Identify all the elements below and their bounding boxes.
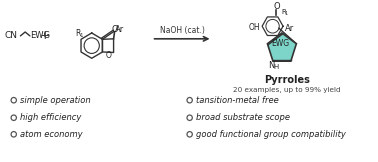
Text: 1: 1 (79, 33, 83, 38)
Text: OH: OH (249, 23, 260, 32)
Text: simple operation: simple operation (20, 96, 91, 105)
Text: NaOH (cat.): NaOH (cat.) (160, 26, 204, 35)
Text: broad substrate scope: broad substrate scope (196, 113, 290, 122)
Polygon shape (267, 33, 296, 61)
Text: EWG: EWG (30, 31, 50, 40)
Text: Pyrroles: Pyrroles (264, 75, 310, 85)
Text: EWG: EWG (271, 39, 289, 48)
Text: O: O (273, 2, 280, 11)
Text: R: R (76, 29, 81, 38)
Text: 1: 1 (285, 11, 288, 16)
Text: O: O (111, 25, 118, 34)
Text: N: N (268, 61, 274, 69)
Text: Ar: Ar (115, 25, 124, 34)
Text: CN: CN (4, 31, 17, 40)
Text: H: H (273, 64, 279, 70)
Text: Ar: Ar (285, 24, 294, 33)
Text: +: + (40, 29, 50, 42)
Text: O: O (106, 51, 112, 60)
Text: tansition-metal free: tansition-metal free (196, 96, 279, 105)
Text: high efficiency: high efficiency (20, 113, 82, 122)
Text: 20 examples, up to 99% yield: 20 examples, up to 99% yield (233, 87, 341, 93)
Text: atom economy: atom economy (20, 130, 83, 139)
Text: R: R (281, 9, 286, 15)
Text: good functional group compatibility: good functional group compatibility (196, 130, 346, 139)
